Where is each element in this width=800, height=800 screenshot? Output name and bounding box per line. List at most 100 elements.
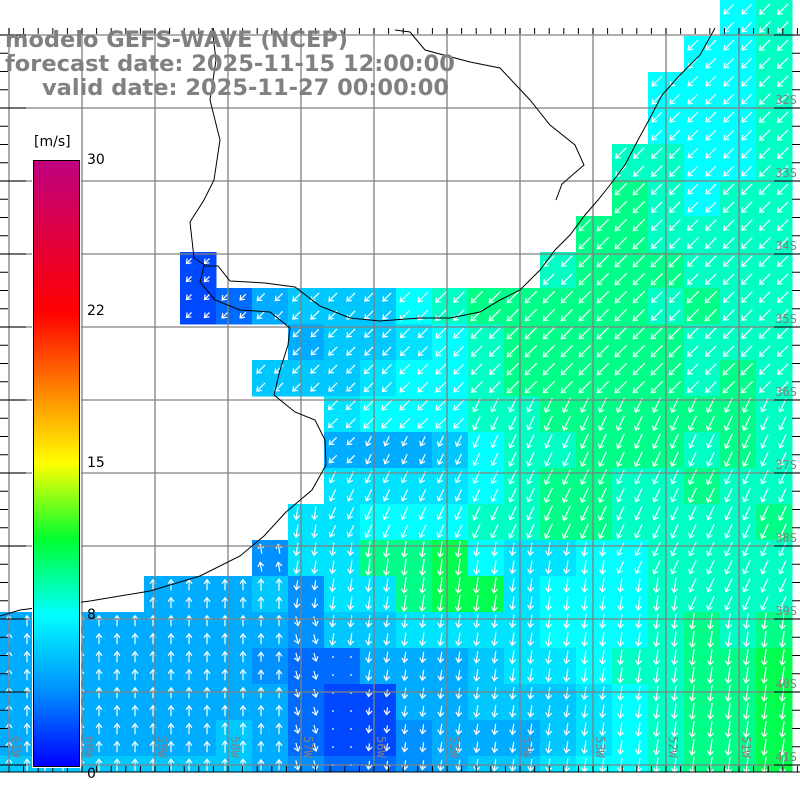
wind-arrow xyxy=(653,649,660,666)
wind-arrow xyxy=(544,451,553,467)
wind-arrow xyxy=(724,738,732,756)
wind-arrow xyxy=(599,704,607,719)
wind-arrow xyxy=(527,578,535,593)
wind-arrow xyxy=(454,488,463,502)
wind-arrow xyxy=(185,722,193,735)
wind-arrow xyxy=(723,237,735,249)
wind-arrow xyxy=(725,613,732,630)
wind-speed-cell xyxy=(684,468,721,505)
wind-arrow xyxy=(131,722,139,735)
wind-speed-cell xyxy=(468,684,505,721)
border-line-east xyxy=(394,29,585,201)
wind-arrow xyxy=(650,344,664,358)
longitude-label: 54W xyxy=(520,736,534,758)
wind-arrow xyxy=(706,738,714,756)
wind-arrow xyxy=(221,704,229,717)
wind-arrow xyxy=(581,596,588,611)
longitude-label: 61W xyxy=(9,736,23,758)
wind-arrow xyxy=(328,506,337,520)
wind-arrow xyxy=(221,632,229,645)
wind-speed-cell xyxy=(612,684,649,721)
wind-arrow xyxy=(418,594,426,612)
longitude-label: 57W xyxy=(301,736,315,758)
wind-arrow xyxy=(490,452,499,467)
wind-arrow xyxy=(759,363,771,375)
wind-arrow xyxy=(363,364,374,375)
wind-arrow xyxy=(455,614,463,629)
wind-arrow xyxy=(759,39,771,51)
wind-arrow xyxy=(256,382,266,392)
wind-arrow xyxy=(777,255,789,267)
wind-arrow xyxy=(616,415,625,432)
wind-arrow xyxy=(95,668,103,681)
wind-arrow xyxy=(617,722,624,737)
wind-arrow xyxy=(545,560,553,575)
wind-arrow xyxy=(311,560,319,575)
wind-arrow xyxy=(651,129,663,141)
wind-arrow xyxy=(614,344,628,358)
wind-arrow xyxy=(381,382,392,393)
wind-arrow xyxy=(471,345,483,357)
wind-arrow xyxy=(131,650,139,663)
wind-arrow xyxy=(382,328,392,338)
wind-arrow xyxy=(257,561,265,572)
wind-speed-cell xyxy=(0,684,37,721)
wind-arrow xyxy=(688,595,697,611)
wind-arrow xyxy=(275,704,283,717)
wind-arrow xyxy=(436,524,445,539)
wind-speed-cell xyxy=(108,684,145,721)
wind-arrow xyxy=(527,741,535,754)
wind-arrow xyxy=(671,667,678,684)
wind-arrow xyxy=(292,292,302,302)
wind-speed-cell xyxy=(216,684,253,721)
wind-arrow xyxy=(328,346,338,356)
wind-arrow xyxy=(670,487,679,503)
wind-arrow xyxy=(203,686,211,699)
wind-arrow xyxy=(687,273,699,285)
wind-arrow xyxy=(706,630,714,648)
wind-arrow xyxy=(671,739,678,756)
wind-arrow xyxy=(95,686,103,699)
wind-arrow xyxy=(778,720,786,738)
wind-arrow xyxy=(131,740,139,753)
wind-arrow xyxy=(578,272,592,286)
wind-speed-cell xyxy=(180,684,217,721)
wind-arrow xyxy=(435,291,447,303)
wind-arrow xyxy=(185,596,193,609)
wind-arrow xyxy=(437,687,445,700)
longitude-label: 59W xyxy=(155,736,169,758)
wind-arrow xyxy=(203,312,210,319)
wind-arrow xyxy=(454,558,462,576)
wind-arrow xyxy=(527,632,535,647)
wind-arrow xyxy=(578,254,592,268)
wind-arrow xyxy=(383,725,391,734)
wind-speed-cell xyxy=(612,576,649,613)
wind-speed-cell xyxy=(108,612,145,649)
wind-arrow xyxy=(759,273,771,285)
wind-arrow xyxy=(563,741,571,754)
wind-arrow xyxy=(616,451,625,468)
wind-arrow xyxy=(578,326,592,340)
wind-arrow xyxy=(706,595,715,611)
wind-arrow xyxy=(652,559,661,575)
wind-arrow xyxy=(668,344,682,358)
wind-arrow xyxy=(723,75,735,87)
wind-arrow xyxy=(526,487,535,503)
wind-arrow xyxy=(777,219,789,231)
wind-arrow xyxy=(400,540,408,558)
wind-arrow xyxy=(488,308,502,322)
wind-speed-cell xyxy=(360,432,397,469)
wind-speed-cell xyxy=(576,432,613,469)
wind-arrow xyxy=(617,704,624,719)
wind-arrow xyxy=(706,648,714,666)
wind-arrow xyxy=(113,722,121,735)
wind-arrow xyxy=(668,254,682,268)
wind-speed-cell xyxy=(720,576,757,613)
wind-arrow xyxy=(399,363,411,375)
wind-arrow xyxy=(760,738,768,756)
wind-arrow xyxy=(383,743,391,752)
wind-arrow xyxy=(778,541,787,557)
wind-speed-cell xyxy=(432,648,469,685)
wind-arrow xyxy=(598,487,607,504)
